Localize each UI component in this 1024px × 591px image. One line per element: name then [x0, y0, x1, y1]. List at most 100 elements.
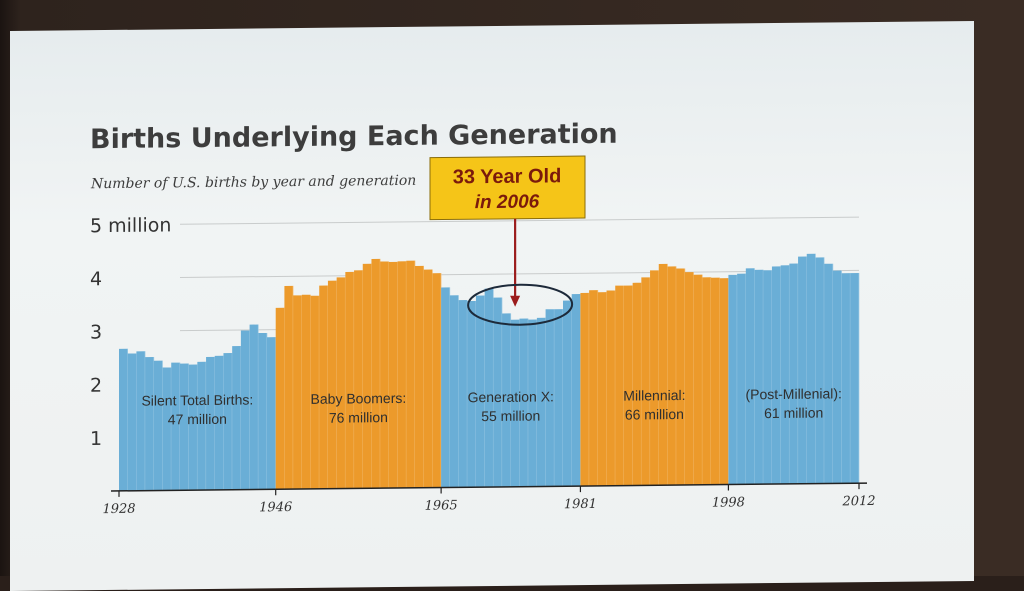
bar-1987 — [632, 282, 642, 486]
bar-1948 — [293, 295, 303, 490]
bar-1932 — [153, 360, 163, 491]
bar-2010 — [832, 270, 842, 484]
bar-1951 — [319, 285, 329, 489]
bar-1996 — [711, 277, 721, 485]
bar-1945 — [267, 337, 277, 490]
y-tick-label: 1 — [90, 428, 102, 450]
bar-1992 — [676, 268, 686, 486]
callout-line2: in 2006 — [475, 192, 540, 214]
bar-1942 — [240, 330, 250, 490]
bar-1928 — [119, 348, 129, 491]
bar-1930 — [136, 351, 146, 491]
bars-group — [119, 253, 860, 491]
bar-1949 — [301, 294, 311, 489]
bar-1977 — [545, 309, 555, 487]
bar-1956 — [362, 263, 372, 489]
bar-1961 — [406, 260, 416, 488]
y-axis-labels: 1 2 3 4 5 million — [90, 214, 171, 450]
bar-1960 — [397, 261, 407, 488]
chart-subtitle: Number of U.S. births by year and genera… — [90, 173, 416, 192]
bar-2011 — [841, 273, 851, 484]
bar-1947 — [284, 285, 294, 490]
segment-total: 55 million — [481, 407, 540, 424]
segment-total: 47 million — [168, 411, 227, 428]
y-tick-label: 2 — [90, 375, 102, 397]
bar-1976 — [536, 317, 546, 487]
bar-1978 — [554, 309, 564, 487]
bar-1950 — [310, 295, 320, 489]
bar-2001 — [754, 269, 764, 485]
bar-1967 — [458, 299, 468, 488]
bar-1963 — [423, 269, 433, 488]
segment-total: 76 million — [329, 409, 388, 426]
bar-2009 — [824, 263, 834, 484]
bar-1970 — [484, 288, 494, 488]
bar-1936 — [188, 364, 198, 491]
callout-annotation: 33 Year Old in 2006 — [429, 155, 586, 326]
bar-1931 — [145, 357, 155, 491]
y-tick-label: 3 — [90, 321, 102, 343]
x-tick-label: 1998 — [712, 495, 745, 510]
bar-1969 — [475, 295, 485, 488]
bar-1975 — [528, 319, 538, 487]
bar-1933 — [162, 367, 172, 491]
callout-box — [429, 155, 586, 221]
bar-1940 — [223, 352, 233, 490]
bar-1984 — [606, 290, 616, 486]
births-chart: Births Underlying Each Generation Number… — [90, 119, 876, 517]
segment-total: 66 million — [625, 406, 684, 423]
y-tick-label: 5 million — [90, 214, 171, 237]
segment-labels: Silent Total Births: 47 million Baby Boome… — [141, 385, 841, 427]
bar-1971 — [493, 297, 503, 487]
bar-1946 — [275, 307, 285, 490]
x-tick-label: 1965 — [425, 498, 458, 513]
bar-1986 — [623, 285, 633, 486]
presentation-slide: Births Underlying Each Generation Number… — [10, 20, 974, 591]
x-axis: 1928 1946 1965 1981 1998 2012 — [102, 482, 876, 517]
segment-name: Baby Boomers: — [311, 390, 407, 407]
bar-1993 — [684, 272, 694, 485]
gridline — [180, 216, 859, 225]
callout-line1: 33 Year Old — [453, 165, 562, 188]
bar-2006 — [798, 256, 808, 484]
bar-1983 — [597, 292, 607, 486]
bar-1979 — [563, 300, 573, 487]
bar-1974 — [519, 318, 529, 487]
bar-1968 — [467, 300, 477, 488]
bar-1980 — [571, 294, 581, 487]
segment-name: Generation X: — [468, 388, 554, 405]
bar-1966 — [449, 295, 459, 488]
x-tick-label: 1946 — [259, 500, 292, 515]
bar-2004 — [780, 265, 790, 484]
bar-1998 — [728, 274, 738, 485]
bar-1938 — [206, 356, 216, 490]
bar-2012 — [850, 273, 860, 484]
bar-1991 — [667, 266, 677, 486]
bar-1981 — [580, 292, 590, 487]
bar-1959 — [388, 261, 398, 489]
bar-1958 — [380, 261, 390, 489]
bar-1953 — [336, 277, 346, 489]
bar-2002 — [763, 270, 773, 485]
segment-name: Millennial: — [623, 387, 685, 404]
bar-2005 — [789, 263, 799, 484]
chart-title: Births Underlying Each Generation — [90, 119, 618, 156]
bar-1935 — [179, 363, 189, 491]
bar-1972 — [502, 313, 512, 487]
bar-1934 — [171, 362, 181, 491]
bar-1941 — [232, 345, 242, 490]
bar-1962 — [415, 265, 425, 488]
bar-1943 — [249, 324, 259, 490]
bar-1964 — [432, 273, 442, 488]
bar-1989 — [650, 270, 660, 486]
segment-name: (Post-Millenial): — [745, 385, 841, 402]
bar-1995 — [702, 277, 712, 485]
y-tick-label: 4 — [90, 268, 102, 290]
bar-1973 — [510, 319, 520, 487]
bar-1985 — [615, 285, 625, 486]
x-axis-line — [111, 482, 867, 492]
bar-1944 — [258, 332, 268, 490]
segment-total: 61 million — [764, 405, 823, 422]
callout-arrowhead — [510, 295, 521, 307]
